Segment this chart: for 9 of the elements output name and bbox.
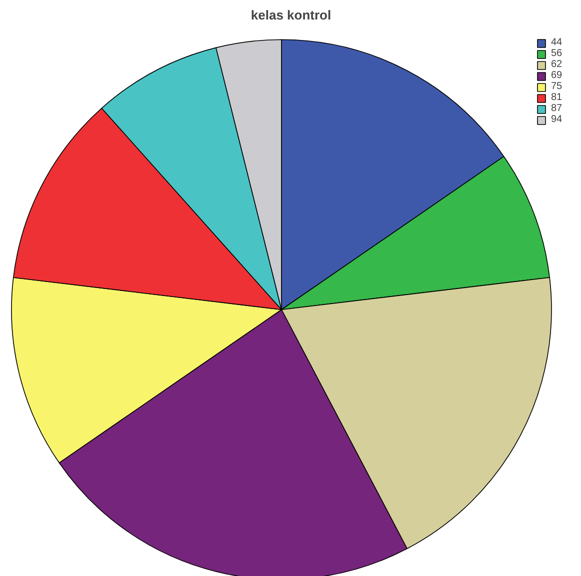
legend-label: 56 [551, 48, 564, 59]
legend-label: 44 [551, 37, 564, 48]
legend-label: 81 [551, 92, 564, 103]
legend-label: 87 [551, 103, 564, 114]
legend-label: 69 [551, 70, 564, 81]
legend-label: 75 [551, 81, 564, 92]
legend-label: 94 [551, 114, 564, 125]
legend-label: 62 [551, 59, 564, 70]
chart-title: kelas kontrol [250, 8, 332, 22]
